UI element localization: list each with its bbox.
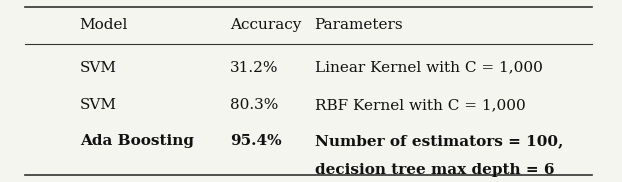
Text: Number of estimators = 100,: Number of estimators = 100, xyxy=(315,134,563,148)
Text: Ada Boosting: Ada Boosting xyxy=(80,134,193,148)
Text: SVM: SVM xyxy=(80,61,117,75)
Text: Linear Kernel with C = 1,000: Linear Kernel with C = 1,000 xyxy=(315,61,542,75)
Text: Accuracy: Accuracy xyxy=(230,18,302,32)
Text: 80.3%: 80.3% xyxy=(230,98,279,112)
Text: Model: Model xyxy=(80,18,128,32)
Text: 95.4%: 95.4% xyxy=(230,134,282,148)
Text: decision tree max depth = 6: decision tree max depth = 6 xyxy=(315,163,554,177)
Text: RBF Kernel with C = 1,000: RBF Kernel with C = 1,000 xyxy=(315,98,526,112)
Text: Parameters: Parameters xyxy=(315,18,403,32)
Text: SVM: SVM xyxy=(80,98,117,112)
Text: 31.2%: 31.2% xyxy=(230,61,279,75)
